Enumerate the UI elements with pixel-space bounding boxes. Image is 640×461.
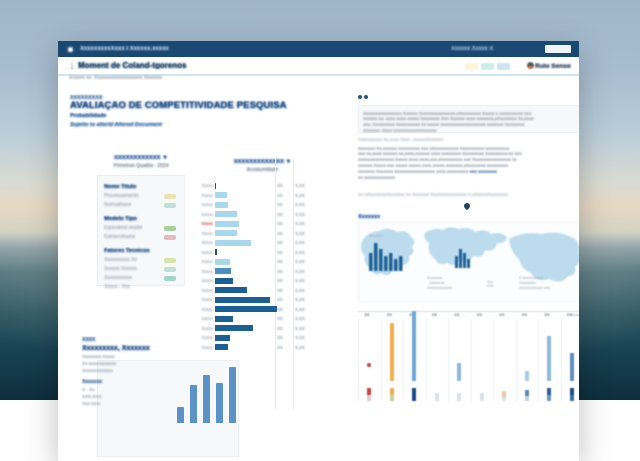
svg-text:Xxxxxxxxxxxxxxx: Xxxxxxxxxxxxxxx xyxy=(427,286,453,290)
svg-text:Xxxxxxx: Xxxxxxx xyxy=(369,233,384,238)
svg-text:Xxxxxxxxxx: Xxxxxxxxxx xyxy=(519,281,536,285)
svg-text:XXX: XXX xyxy=(487,284,494,288)
svg-text:Xxxxxxxxx: Xxxxxxxxx xyxy=(427,276,443,280)
svg-text:Xxxxxxxxx: Xxxxxxxxx xyxy=(429,281,445,285)
svg-text:X xxxxxxxxxxxxx: X xxxxxxxxxxxxx xyxy=(519,276,544,280)
svg-text:Xxxxxxxxxxxxxx xxxx: Xxxxxxxxxxxxxx xxxx xyxy=(519,286,550,290)
